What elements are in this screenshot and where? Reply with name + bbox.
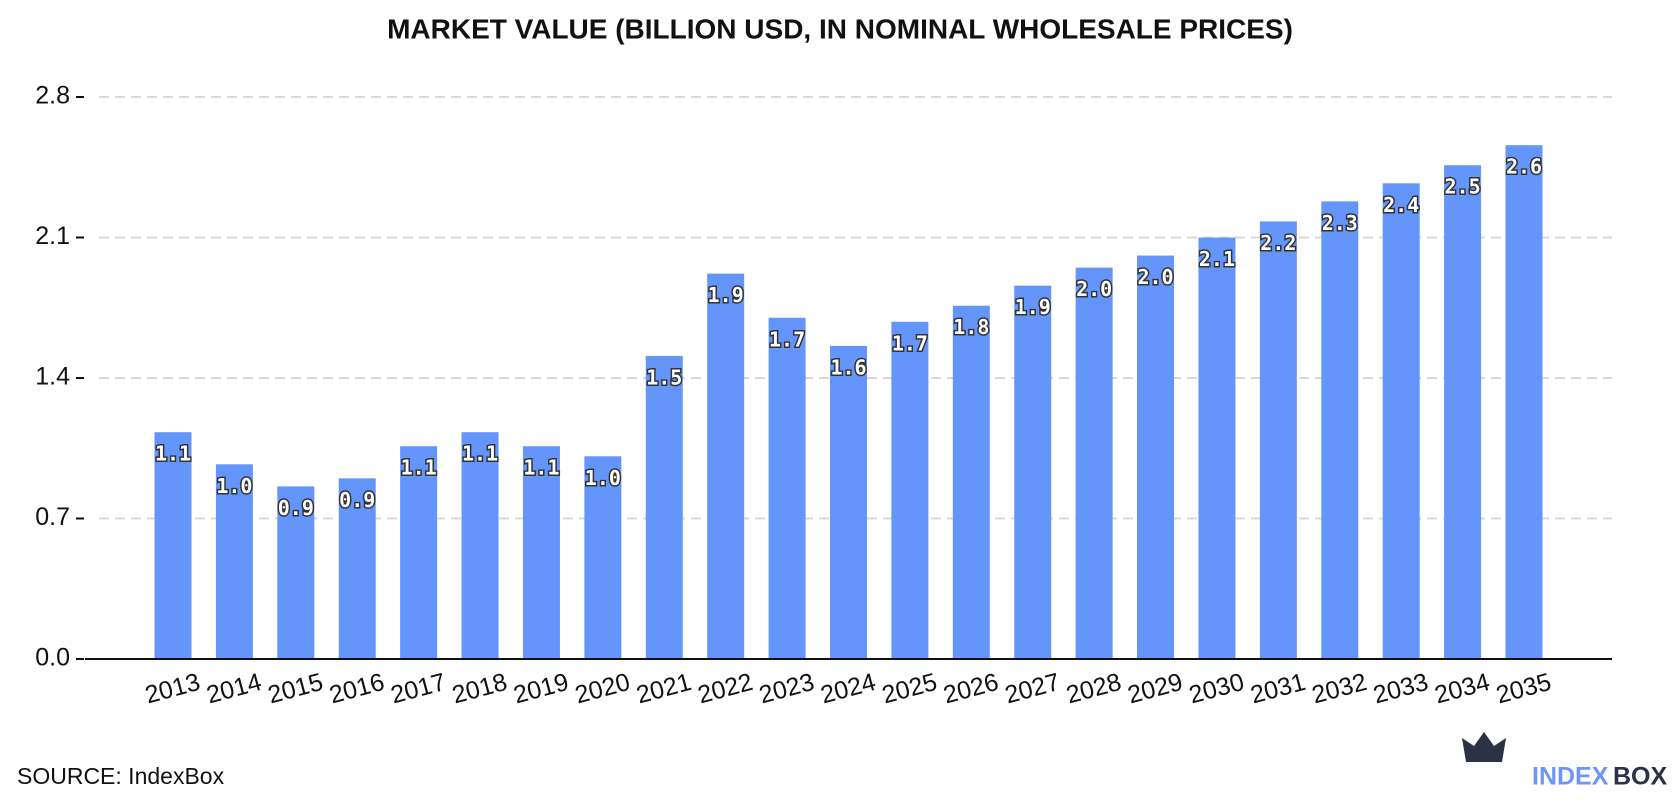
logo-text: INDEX <box>1532 763 1609 791</box>
y-tick-label: 2.8 <box>35 82 70 110</box>
x-tick-label: 2021 <box>633 668 694 709</box>
x-tick-label: 2014 <box>204 668 265 709</box>
x-tick-label: 2028 <box>1063 668 1124 709</box>
value-label: 2.5 <box>1445 175 1481 199</box>
bar <box>1321 201 1359 659</box>
value-label: 2.1 <box>1199 247 1235 271</box>
bar <box>1505 145 1543 659</box>
logo: INDEX BOX <box>1462 732 1668 791</box>
x-tick-label: 2035 <box>1493 668 1554 709</box>
value-label: 1.1 <box>401 456 437 480</box>
value-label: 2.0 <box>1076 277 1112 301</box>
value-label: 1.1 <box>155 442 191 466</box>
value-label: 2.0 <box>1137 265 1173 289</box>
bar <box>215 464 253 659</box>
logo-icon <box>1462 732 1506 762</box>
value-label: 1.0 <box>216 474 252 498</box>
value-label: 1.0 <box>585 466 621 490</box>
y-tick-label: 0.0 <box>35 644 70 672</box>
bar <box>1075 267 1113 659</box>
bar <box>1014 285 1052 659</box>
value-label: 2.2 <box>1260 231 1296 255</box>
bar <box>1198 237 1236 659</box>
y-tick-label: 0.7 <box>35 503 70 531</box>
x-tick-label: 2015 <box>265 668 326 709</box>
bar <box>1444 165 1482 659</box>
x-tick-label: 2026 <box>940 668 1001 709</box>
bar <box>584 456 622 659</box>
bar <box>338 478 376 659</box>
y-tick-label: 1.4 <box>35 363 70 391</box>
x-tick-label: 2030 <box>1186 668 1247 709</box>
bar <box>522 446 560 659</box>
bar <box>952 305 990 659</box>
bar <box>400 446 438 659</box>
bar <box>1382 183 1420 660</box>
chart-title: MARKET VALUE (BILLION USD, IN NOMINAL WH… <box>387 13 1293 44</box>
bar <box>768 317 806 659</box>
x-tick-label: 2017 <box>388 668 449 709</box>
x-tick-label: 2018 <box>449 668 510 709</box>
value-label: 1.1 <box>462 442 498 466</box>
bar <box>707 273 745 659</box>
x-tick-label: 2023 <box>756 668 817 709</box>
x-tick-label: 2024 <box>818 668 879 709</box>
x-tick-label: 2019 <box>511 668 572 709</box>
value-label: 1.7 <box>769 327 805 351</box>
x-tick-label: 2027 <box>1002 668 1063 709</box>
x-tick-label: 2032 <box>1309 668 1370 709</box>
value-label: 1.5 <box>646 365 682 389</box>
x-tick-label: 2016 <box>326 668 387 709</box>
bar <box>1259 221 1297 659</box>
x-tick-label: 2025 <box>879 668 940 709</box>
bar <box>645 355 683 659</box>
value-label: 1.6 <box>830 355 866 379</box>
source: SOURCE: IndexBox <box>17 763 225 789</box>
value-label: 1.9 <box>1015 295 1051 319</box>
x-tick-label: 2022 <box>695 668 756 709</box>
x-tick-label: 2013 <box>142 668 203 709</box>
bar <box>1137 255 1175 660</box>
x-tick-label: 2034 <box>1432 668 1493 709</box>
value-label: 2.6 <box>1506 155 1542 179</box>
bar <box>461 432 499 659</box>
value-label: 2.4 <box>1383 193 1419 217</box>
value-label: 2.3 <box>1322 211 1358 235</box>
bar <box>277 486 315 659</box>
bar <box>891 321 929 659</box>
x-tick-label: 2020 <box>572 668 633 709</box>
value-label: 1.8 <box>953 315 989 339</box>
x-tick-label: 2033 <box>1370 668 1431 709</box>
value-label: 1.7 <box>892 331 928 355</box>
bar <box>154 432 192 659</box>
x-tick-label: 2029 <box>1125 668 1186 709</box>
value-label: 1.1 <box>523 456 559 480</box>
value-label: 0.9 <box>339 488 375 512</box>
logo-text: BOX <box>1613 763 1668 791</box>
value-label: 0.9 <box>278 496 314 520</box>
y-tick-label: 2.1 <box>35 222 70 250</box>
x-tick-label: 2031 <box>1248 668 1309 709</box>
bar <box>830 345 867 659</box>
value-label: 1.9 <box>708 283 744 307</box>
